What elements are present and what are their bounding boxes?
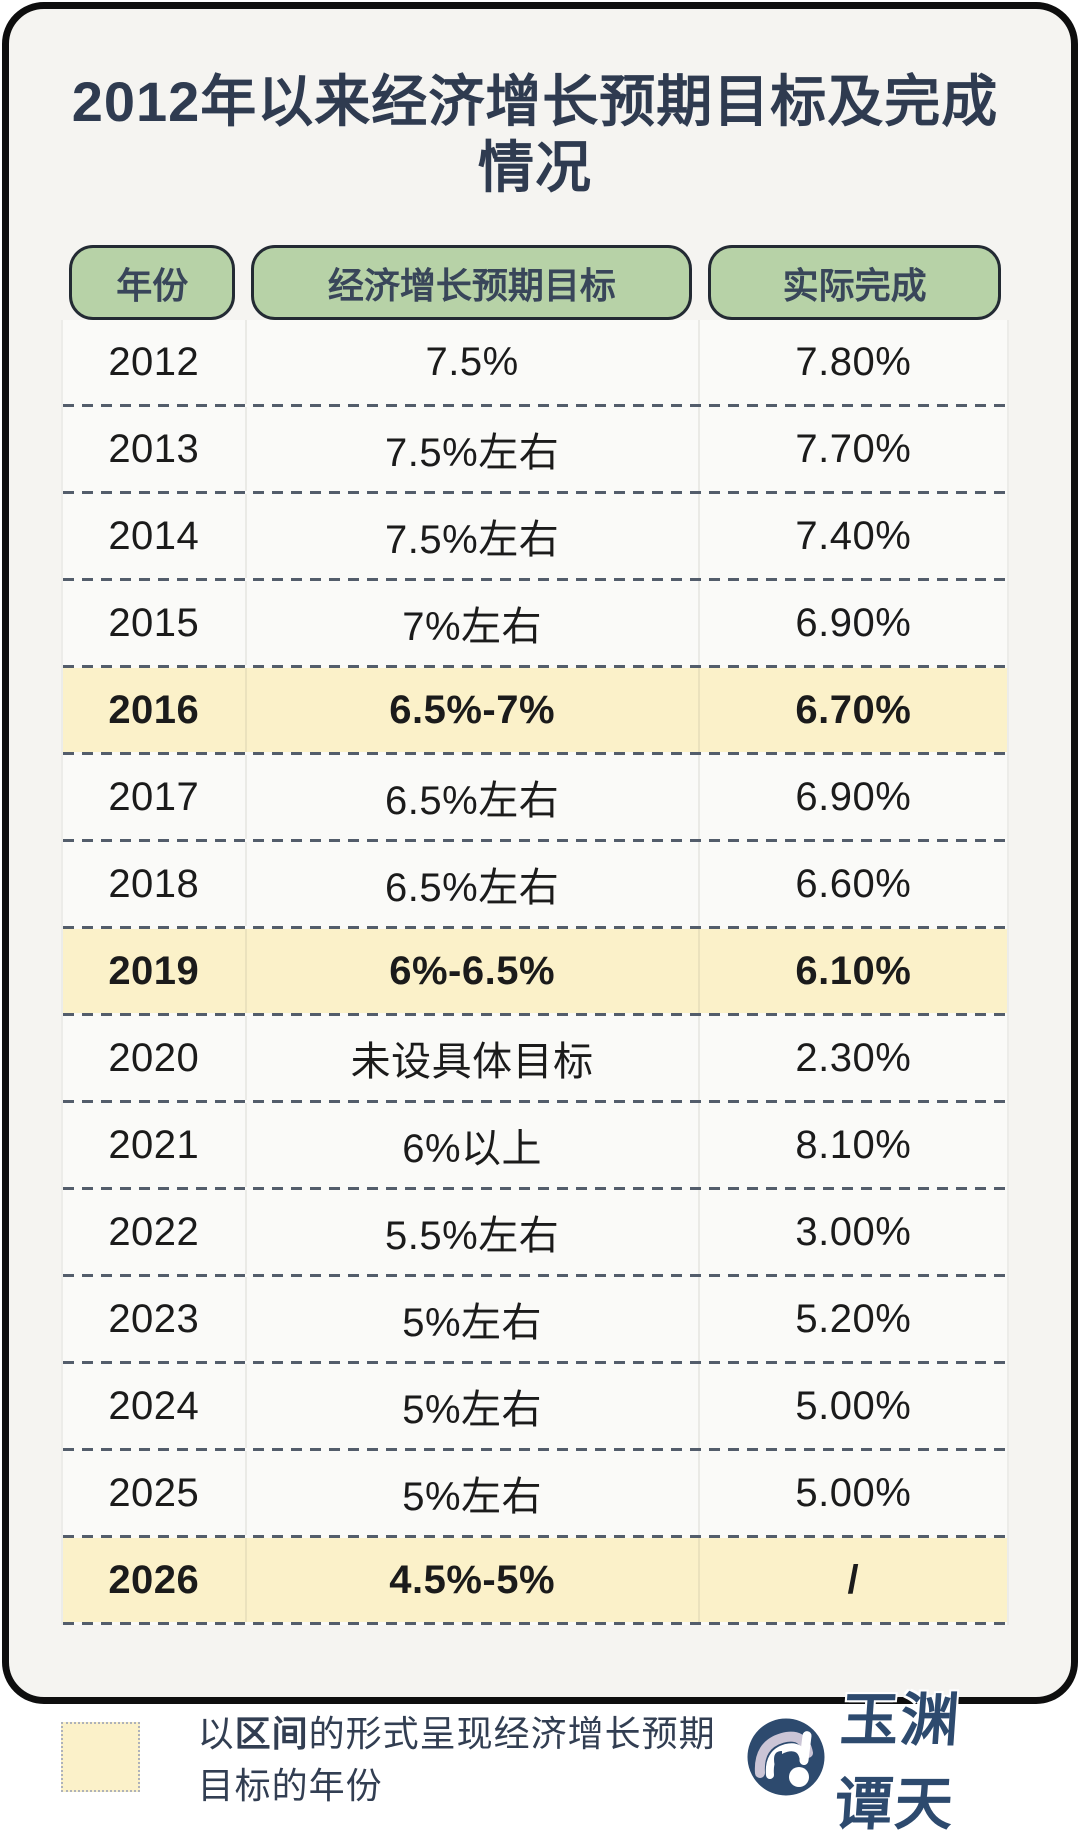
page-title: 2012年以来经济增长预期目标及完成情况 xyxy=(71,70,999,199)
actual-cell: 6.10% xyxy=(795,948,912,993)
row-separator xyxy=(63,752,1007,755)
actual-cell: 7.70% xyxy=(795,426,912,471)
header-pill-target: 经济增长预期目标 xyxy=(251,245,693,320)
target-cell: 7%左右 xyxy=(244,581,700,665)
row-separator xyxy=(63,1535,1007,1538)
legend-text-prefix: 以 xyxy=(197,1713,235,1754)
row-separator xyxy=(63,926,1007,929)
table-row: 2021 6%以上 8.10% xyxy=(63,1103,1007,1187)
table-row: 2013 7.5%左右 7.70% xyxy=(63,407,1007,491)
row-separator xyxy=(63,1448,1007,1451)
legend-highlight-swatch xyxy=(61,1722,140,1792)
row-separator xyxy=(63,404,1007,407)
legend: 以区间的形式呈现经济增长预期目标的年份 xyxy=(61,1705,744,1809)
table-row: 2014 7.5%左右 7.40% xyxy=(63,494,1007,578)
row-separator xyxy=(63,665,1007,668)
card-content: 2012年以来经济增长预期目标及完成情况 年份 经济增长预期目标 实际完成 20… xyxy=(61,69,1009,1841)
table-row: 2012 7.5% 7.80% xyxy=(63,320,1007,404)
year-cell: 2013 xyxy=(108,426,200,471)
target-cell: 6%-6.5% xyxy=(244,929,700,1013)
year-cell: 2022 xyxy=(108,1209,200,1254)
table-header: 年份 经济增长预期目标 实际完成 xyxy=(61,245,1009,320)
actual-cell: 8.10% xyxy=(795,1122,912,1167)
table-row: 2019 6%-6.5% 6.10% xyxy=(63,929,1007,1013)
actual-cell: 7.80% xyxy=(795,339,912,384)
year-cell: 2024 xyxy=(108,1383,200,1428)
row-separator xyxy=(63,578,1007,581)
year-cell: 2017 xyxy=(108,774,200,819)
target-cell: 5.5%左右 xyxy=(244,1190,700,1274)
row-separator xyxy=(63,1274,1007,1277)
row-separator xyxy=(63,1361,1007,1364)
target-cell: 6.5%-7% xyxy=(244,668,700,752)
table-row: 2020 未设具体目标 2.30% xyxy=(63,1016,1007,1100)
row-separator xyxy=(63,1187,1007,1190)
year-cell: 2015 xyxy=(108,600,200,645)
brand-logo-text: 玉渊谭天 xyxy=(832,1688,963,1837)
year-cell: 2026 xyxy=(108,1557,200,1602)
target-cell: 6%以上 xyxy=(244,1103,700,1187)
year-cell: 2019 xyxy=(108,948,200,993)
actual-cell: 3.00% xyxy=(795,1209,912,1254)
table-row: 2023 5%左右 5.20% xyxy=(63,1277,1007,1361)
actual-cell: 5.20% xyxy=(795,1296,912,1341)
year-cell: 2020 xyxy=(108,1035,200,1080)
row-separator xyxy=(63,1622,1007,1625)
year-cell: 2016 xyxy=(108,687,200,732)
legend-text: 以区间的形式呈现经济增长预期目标的年份 xyxy=(198,1705,744,1809)
year-cell: 2021 xyxy=(108,1122,200,1167)
target-cell: 7.5%左右 xyxy=(244,494,700,578)
actual-cell: 2.30% xyxy=(795,1035,912,1080)
actual-cell: 6.90% xyxy=(795,600,912,645)
table-body: 2012 7.5% 7.80% 2013 7.5%左右 7.70% 2014 7… xyxy=(61,320,1009,1625)
row-separator xyxy=(63,491,1007,494)
year-cell: 2025 xyxy=(108,1470,200,1515)
target-cell: 4.5%-5% xyxy=(244,1538,700,1622)
header-col-target: 经济增长预期目标 xyxy=(243,245,700,320)
brand-logo: 玉渊谭天 xyxy=(744,1673,1009,1841)
footer: 以区间的形式呈现经济增长预期目标的年份 玉渊谭天 xyxy=(61,1673,1009,1841)
legend-text-bold: 区间 xyxy=(234,1713,309,1754)
year-cell: 2014 xyxy=(108,513,200,558)
year-cell: 2012 xyxy=(108,339,200,384)
actual-cell: / xyxy=(847,1557,860,1602)
target-cell: 5%左右 xyxy=(244,1364,700,1448)
target-cell: 5%左右 xyxy=(244,1277,700,1361)
header-pill-year: 年份 xyxy=(69,245,236,320)
header-col-actual: 实际完成 xyxy=(700,245,1009,320)
year-cell: 2018 xyxy=(108,861,200,906)
actual-cell: 5.00% xyxy=(795,1383,912,1428)
header-col-year: 年份 xyxy=(61,245,243,320)
target-cell: 未设具体目标 xyxy=(244,1016,700,1100)
actual-cell: 5.00% xyxy=(795,1470,912,1515)
table-row: 2025 5%左右 5.00% xyxy=(63,1451,1007,1535)
row-separator xyxy=(63,839,1007,842)
year-cell: 2023 xyxy=(108,1296,200,1341)
row-separator xyxy=(63,1013,1007,1016)
table-row: 2022 5.5%左右 3.00% xyxy=(63,1190,1007,1274)
brand-logo-icon xyxy=(744,1715,828,1799)
target-cell: 7.5% xyxy=(244,320,700,404)
actual-cell: 6.60% xyxy=(795,861,912,906)
table-row: 2017 6.5%左右 6.90% xyxy=(63,755,1007,839)
actual-cell: 6.90% xyxy=(795,774,912,819)
target-cell: 7.5%左右 xyxy=(244,407,700,491)
header-pill-actual: 实际完成 xyxy=(708,245,1001,320)
actual-cell: 6.70% xyxy=(795,687,912,732)
target-cell: 5%左右 xyxy=(244,1451,700,1535)
target-cell: 6.5%左右 xyxy=(244,755,700,839)
table-row: 2016 6.5%-7% 6.70% xyxy=(63,668,1007,752)
table-row: 2024 5%左右 5.00% xyxy=(63,1364,1007,1448)
row-separator xyxy=(63,1100,1007,1103)
actual-cell: 7.40% xyxy=(795,513,912,558)
table-row: 2018 6.5%左右 6.60% xyxy=(63,842,1007,926)
target-cell: 6.5%左右 xyxy=(244,842,700,926)
table-row: 2026 4.5%-5% / xyxy=(63,1538,1007,1622)
table-row: 2015 7%左右 6.90% xyxy=(63,581,1007,665)
